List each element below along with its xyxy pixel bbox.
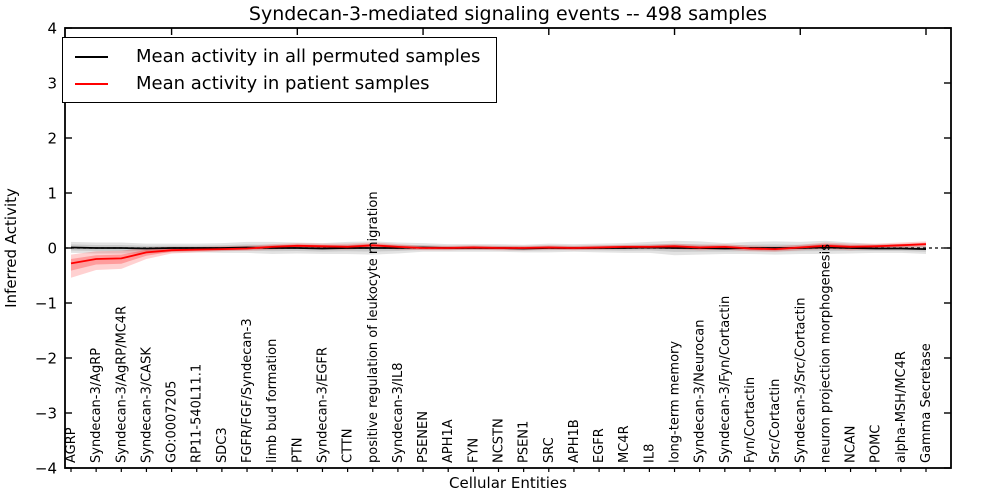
- y-tick-label: −3: [35, 405, 57, 423]
- patient-mean-line: [70, 243, 927, 265]
- x-category-label: Syndecan-3/Neurocan: [693, 320, 708, 463]
- x-category-label: positive regulation of leukocyte migrati…: [366, 191, 381, 463]
- x-category-label: RP11-540L11.1: [190, 364, 205, 463]
- x-category-label: Syndecan-3/Fyn/Cortactin: [718, 296, 733, 463]
- x-category-label: limb bud formation: [265, 339, 280, 463]
- legend: Mean activity in all permuted samples Me…: [62, 37, 498, 103]
- x-category-label: AGRP: [64, 427, 79, 463]
- x-category-label: Fyn/Cortactin: [743, 377, 758, 463]
- x-category-label: FYN: [466, 438, 481, 463]
- x-category-label: GO:0007205: [165, 381, 180, 463]
- x-category-label: IL8: [642, 444, 657, 463]
- x-category-label: FGFR/FGF/Syndecan-3: [240, 318, 255, 463]
- y-tick-label: 0: [47, 240, 57, 258]
- x-category-label: alpha-MSH/MC4R: [894, 351, 909, 463]
- x-category-label: Syndecan-3/Src/Cortactin: [793, 297, 808, 463]
- legend-item-patient: Mean activity in patient samples: [63, 70, 480, 97]
- x-category-label: Syndecan-3/AgRP/MC4R: [114, 306, 129, 463]
- x-category-label: Syndecan-3/IL8: [391, 363, 406, 463]
- y-tick-label: −1: [35, 295, 57, 313]
- x-axis-label: Cellular Entities: [449, 474, 567, 492]
- legend-label-patient: Mean activity in patient samples: [136, 73, 430, 94]
- x-category-label: Syndecan-3/CASK: [139, 347, 154, 463]
- x-category-label: Src/Cortactin: [768, 379, 783, 463]
- x-category-label: CTTN: [341, 429, 356, 463]
- y-tick-label: 2: [47, 130, 57, 148]
- x-category-label: SDC3: [215, 427, 230, 463]
- x-category-label: APH1B: [567, 419, 582, 463]
- x-category-label: NCAN: [844, 426, 859, 463]
- x-category-label: Syndecan-3/EGFR: [315, 347, 330, 463]
- x-category-label: long-term memory: [668, 341, 683, 463]
- x-category-label: NCSTN: [492, 418, 507, 463]
- y-tick-label: 1: [47, 185, 57, 203]
- x-category-label: APH1A: [441, 419, 456, 463]
- x-category-label: neuron projection morphogenesis: [818, 244, 833, 463]
- patient-line-sample-icon: [75, 82, 108, 85]
- x-category-label: PSEN1: [517, 421, 532, 463]
- x-category-label: EGFR: [592, 428, 607, 463]
- y-tick-label: −2: [35, 350, 57, 368]
- permuted-line-sample-icon: [75, 55, 108, 58]
- y-tick-label: 4: [47, 20, 57, 38]
- x-category-label: POMC: [869, 425, 884, 463]
- x-category-label: Syndecan-3/AgRP: [89, 348, 104, 463]
- y-tick-label: −4: [35, 460, 57, 478]
- x-category-label: Gamma Secretase: [919, 343, 934, 463]
- legend-item-permuted: Mean activity in all permuted samples: [63, 43, 480, 70]
- x-category-label: SRC: [542, 437, 557, 463]
- legend-label-permuted: Mean activity in all permuted samples: [136, 46, 481, 67]
- x-category-label: PTN: [290, 437, 305, 463]
- chart-title: Syndecan-3-mediated signaling events -- …: [248, 3, 768, 25]
- x-category-label: PSENEN: [416, 411, 431, 463]
- x-category-label: MC4R: [617, 425, 632, 463]
- y-tick-label: 3: [47, 75, 57, 93]
